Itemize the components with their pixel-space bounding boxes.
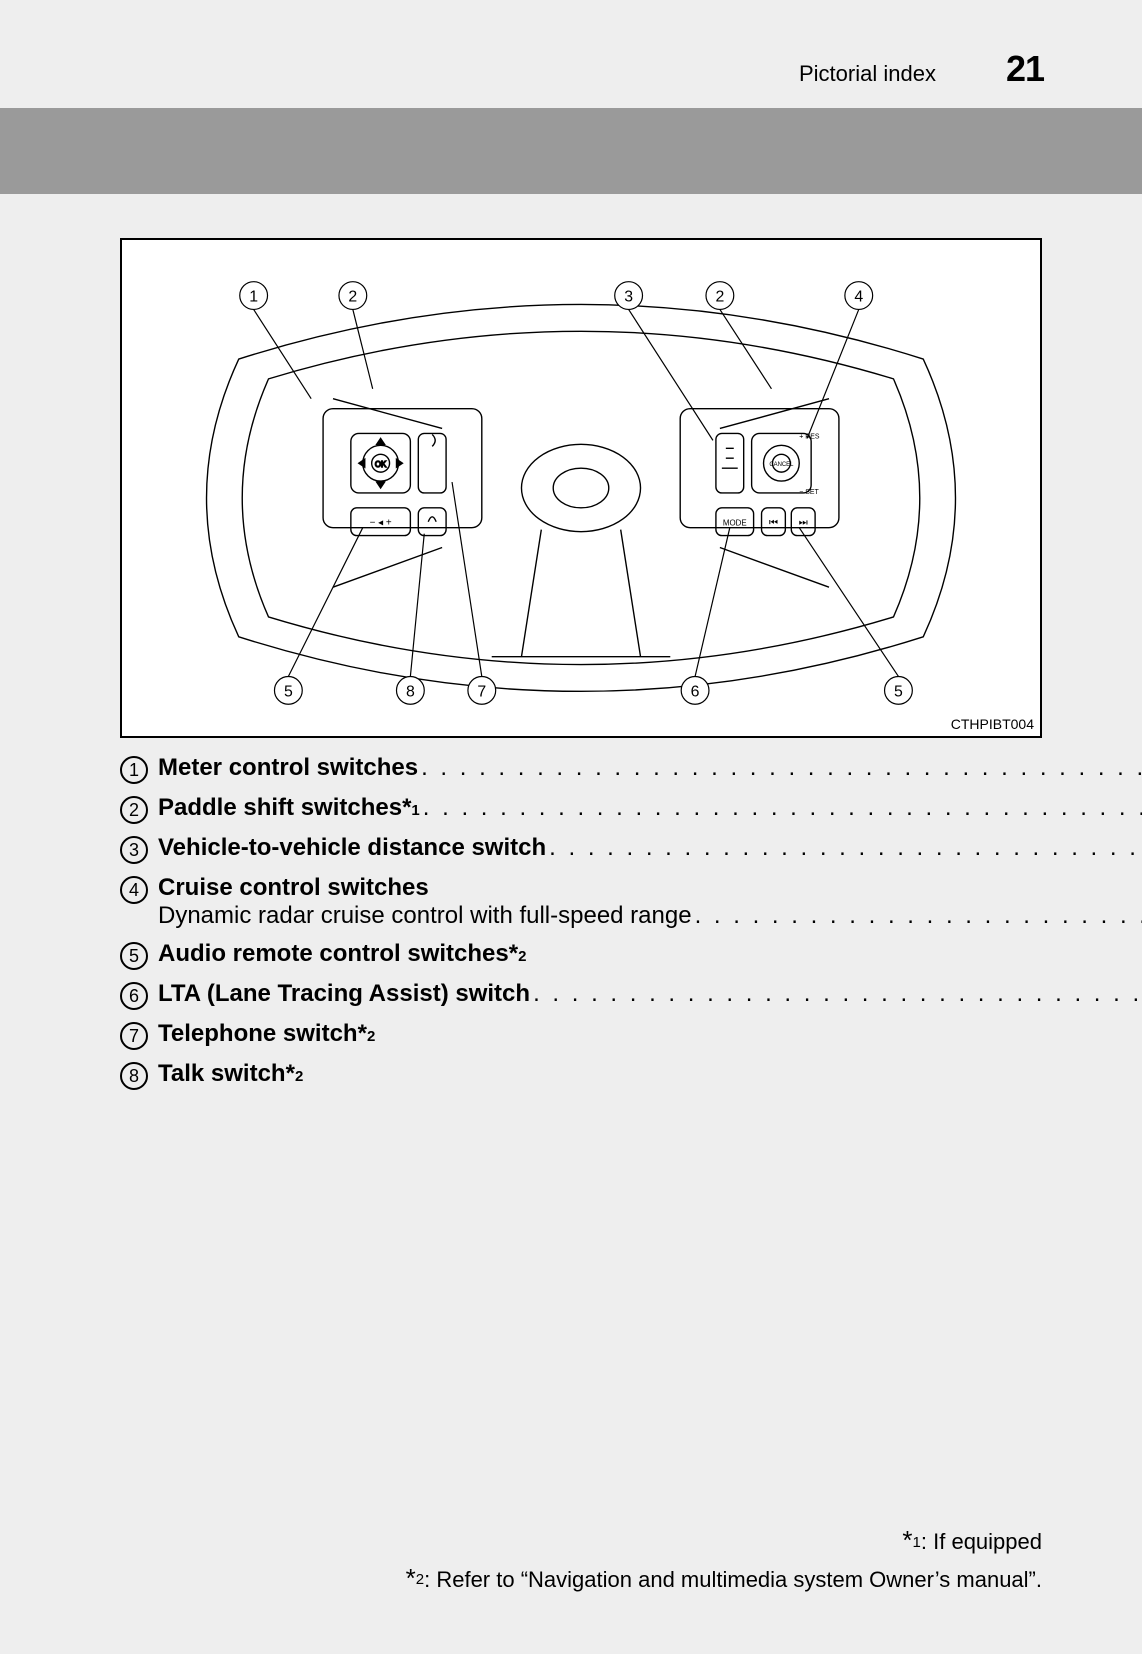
set-label: − SET (799, 489, 819, 496)
footnote-ref: 1 (411, 802, 419, 819)
footnote-ref: 2 (367, 1028, 375, 1045)
item-number: 5 (120, 942, 148, 970)
section-title: Pictorial index (799, 61, 936, 87)
ok-label: OK (375, 460, 387, 469)
list-item: 2Paddle shift switches*1 P. 219 (120, 794, 1042, 824)
leader-dots (530, 980, 1142, 1008)
asterisk-icon: * (509, 940, 518, 968)
svg-text:− ◂ +: − ◂ + (370, 518, 392, 529)
leader-dots (546, 834, 1142, 862)
list-item: 3Vehicle-to-vehicle distance switch P. 3… (120, 834, 1042, 864)
callout-top-4: 2 (715, 289, 724, 306)
item-label: Talk switch (158, 1060, 286, 1088)
item-number: 7 (120, 1022, 148, 1050)
item-number: 6 (120, 982, 148, 1010)
list-item: 4 Cruise control switchesDynamic radar cr… (120, 874, 1042, 930)
item-number: 4 (120, 876, 148, 904)
item-body: LTA (Lane Tracing Assist) switch P. 275 (158, 980, 1142, 1008)
list-item: 5 Audio remote control switches*2 (120, 940, 1042, 970)
callout-list: 1Meter control switches P. 1242Paddle sh… (120, 754, 1042, 1090)
footnotes: *1: If equipped *2: Refer to “Navigation… (406, 1521, 1042, 1596)
callout-bot-2: 8 (406, 683, 415, 700)
item-label: LTA (Lane Tracing Assist) switch (158, 980, 530, 1008)
footnote-ref: 2 (518, 948, 526, 965)
item-body: Audio remote control switches*2 (158, 940, 1042, 968)
footnote-1: *1: If equipped (406, 1525, 1042, 1558)
item-number: 1 (120, 756, 148, 784)
callout-top-2: 2 (348, 289, 357, 306)
callout-bot-3: 7 (477, 683, 486, 700)
steering-wheel-svg: OK − ◂ + + RES CANCEL − SET MODE (122, 240, 1040, 736)
svg-text:⏮: ⏮ (769, 518, 778, 529)
asterisk-icon: * (286, 1060, 295, 1088)
res-label: + RES (799, 433, 820, 440)
item-number: 2 (120, 796, 148, 824)
callout-top-5: 4 (854, 289, 863, 306)
item-label: Paddle shift switches (158, 794, 402, 822)
item-body: Paddle shift switches*1 P. 219 (158, 794, 1142, 822)
item-body: Meter control switches P. 124 (158, 754, 1142, 782)
item-label: Telephone switch (158, 1020, 358, 1048)
item-body: Cruise control switchesDynamic radar cru… (158, 874, 1142, 930)
list-item: 1Meter control switches P. 124 (120, 754, 1042, 784)
callout-top-1: 1 (249, 289, 258, 306)
callout-top-3: 3 (624, 289, 633, 306)
footnote-ref: 2 (295, 1068, 303, 1085)
item-label: Cruise control switches (158, 874, 429, 902)
svg-text:⏭: ⏭ (799, 518, 808, 529)
diagram-code: CTHPIBT004 (951, 716, 1034, 732)
cancel-label: CANCEL (769, 462, 794, 468)
callout-bot-4: 6 (691, 683, 700, 700)
list-item: 6LTA (Lane Tracing Assist) switch P. 275 (120, 980, 1042, 1010)
header-bar (0, 108, 1142, 194)
item-body: Talk switch*2 (158, 1060, 1042, 1088)
item-body: Telephone switch*2 (158, 1020, 1042, 1048)
callout-bot-1: 5 (284, 683, 293, 700)
item-label: Audio remote control switches (158, 940, 509, 968)
leader-dots (418, 754, 1142, 782)
item-body: Vehicle-to-vehicle distance switch P. 30… (158, 834, 1142, 862)
item-subtext: Dynamic radar cruise control with full-s… (158, 902, 692, 930)
item-label: Meter control switches (158, 754, 418, 782)
list-item: 7 Telephone switch*2 (120, 1020, 1042, 1050)
page-number: 21 (1006, 48, 1044, 90)
list-item: 8 Talk switch*2 (120, 1060, 1042, 1090)
page-header: Pictorial index 21 (0, 0, 1142, 90)
asterisk-icon: * (402, 794, 411, 822)
steering-wheel-diagram: OK − ◂ + + RES CANCEL − SET MODE (120, 238, 1042, 738)
asterisk-icon: * (358, 1020, 367, 1048)
footnote-2: *2: Refer to “Navigation and multimedia … (406, 1563, 1042, 1596)
item-label: Vehicle-to-vehicle distance switch (158, 834, 546, 862)
callout-bot-5: 5 (894, 683, 903, 700)
leader-dots (420, 794, 1142, 822)
leader-dots (692, 902, 1142, 930)
item-number: 3 (120, 836, 148, 864)
item-number: 8 (120, 1062, 148, 1090)
mode-label: MODE (723, 519, 747, 528)
